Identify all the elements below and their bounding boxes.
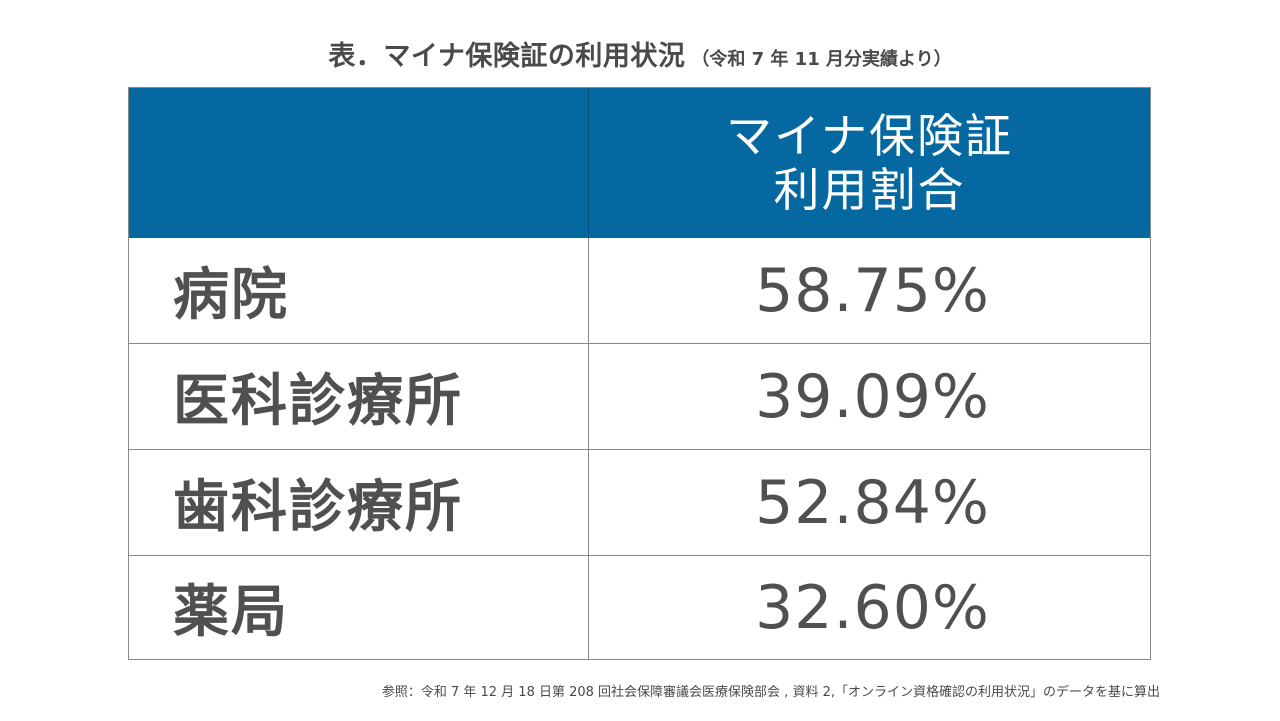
- row-label-dental-clinic: 歯科診療所: [129, 450, 589, 556]
- row-label-hospital: 病院: [129, 238, 589, 344]
- row-value-pharmacy: 32.60%: [589, 556, 1150, 659]
- title-main: 表．マイナ保険証の利用状況: [328, 41, 686, 72]
- row-value-hospital: 58.75%: [589, 238, 1150, 344]
- header-cell-usage-rate: マイナ保険証 利用割合: [589, 88, 1150, 238]
- row-value-medical-clinic: 39.09%: [589, 344, 1150, 450]
- title-subtitle: （令和 7 年 11 月分実績より）: [691, 49, 952, 70]
- usage-rate-table: マイナ保険証 利用割合 病院 58.75% 医科診療所 39.09% 歯科診療所…: [128, 87, 1151, 660]
- table-title: 表．マイナ保険証の利用状況 （令和 7 年 11 月分実績より）: [0, 34, 1280, 73]
- header-line-2: 利用割合: [773, 163, 966, 217]
- source-footnote: 参照：令和 7 年 12 月 18 日第 208 回社会保障審議会医療保険部会 …: [381, 685, 1160, 700]
- row-label-medical-clinic: 医科診療所: [129, 344, 589, 450]
- row-value-dental-clinic: 52.84%: [589, 450, 1150, 556]
- header-line-1: マイナ保険証: [725, 109, 1014, 163]
- row-label-pharmacy: 薬局: [129, 556, 589, 659]
- header-cell-category: [129, 88, 589, 238]
